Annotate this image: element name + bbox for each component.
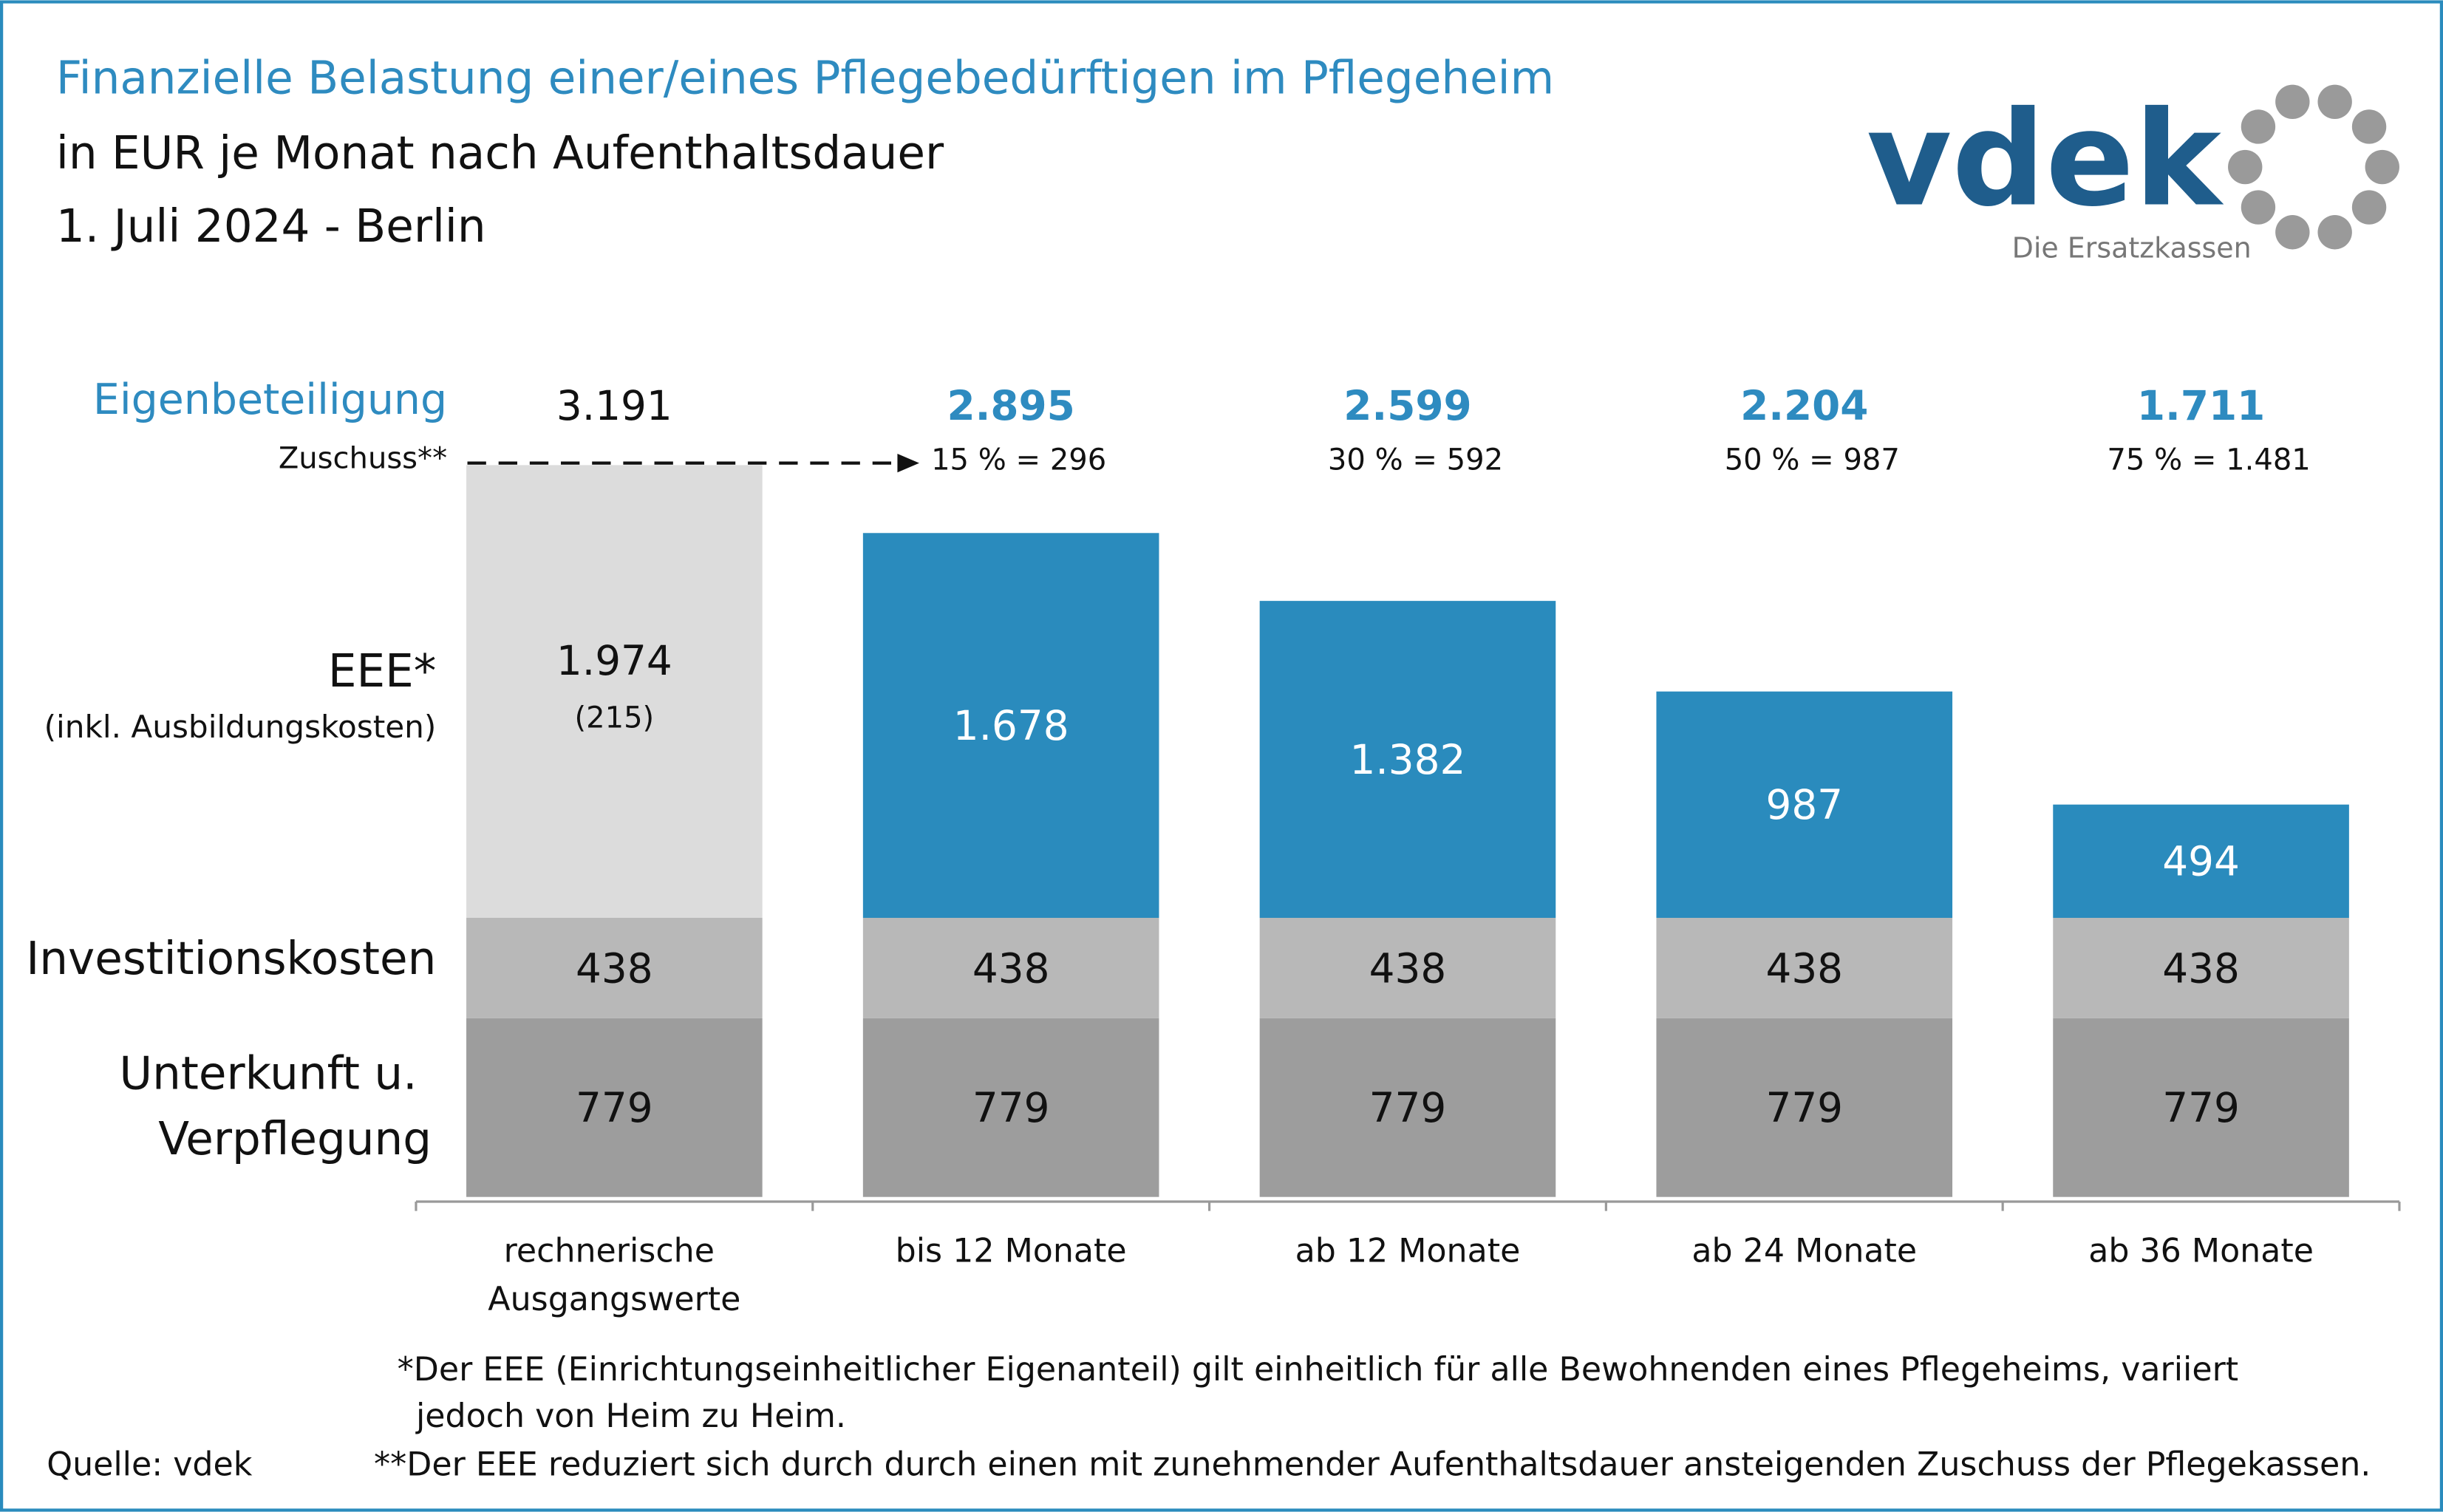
bar-segment <box>2053 804 2349 919</box>
zuschuss-value: 50 % = 987 <box>1725 443 1900 477</box>
total-label: 3.191 <box>556 382 672 429</box>
total-label: 2.895 <box>947 382 1074 429</box>
value-label: 779 <box>972 1084 1050 1131</box>
total-label: 2.599 <box>1343 382 1471 429</box>
x-tick-label: ab 24 Monate <box>1691 1233 1917 1270</box>
zuschuss-value: 15 % = 296 <box>931 443 1106 477</box>
bar-segment <box>466 918 763 1018</box>
value-label: 438 <box>1765 944 1843 992</box>
total-label: 2.204 <box>1740 382 1868 429</box>
chart-subtitle: in EUR je Monat nach Aufenthaltsdauer <box>56 127 944 180</box>
value-label: 1.974 <box>556 637 672 684</box>
bar-segment <box>1656 691 1953 919</box>
chart-date: 1. Juli 2024 - Berlin <box>56 200 486 253</box>
logo-dot <box>2241 190 2276 225</box>
legend-label: Investitionskosten <box>26 933 436 985</box>
value-label: 438 <box>1369 944 1447 992</box>
source: Quelle: vdek <box>47 1445 252 1483</box>
logo-dot <box>2351 109 2387 144</box>
bar-segment <box>1259 1018 1556 1197</box>
bar-segment <box>466 1018 763 1197</box>
zuschuss-value: 75 % = 1.481 <box>2107 443 2310 477</box>
logo-dot <box>2228 149 2263 185</box>
bar-segment <box>862 918 1159 1018</box>
value-label: 779 <box>2162 1084 2240 1131</box>
logo: vdek <box>1867 83 2224 235</box>
bar-segment <box>862 533 1159 919</box>
bar-segment <box>1259 918 1556 1018</box>
value-label: 438 <box>576 944 653 992</box>
bar-segment <box>2053 1018 2349 1197</box>
bar-segment <box>2053 918 2349 1018</box>
legend-label: EEE* <box>328 645 436 698</box>
bar-segment <box>1656 918 1953 1018</box>
footnote: *Der EEE (Einrichtungseinheitlicher Eige… <box>398 1351 2238 1389</box>
logo-dot <box>2317 84 2352 119</box>
arrow-head <box>897 453 919 473</box>
bar-segment <box>466 465 763 919</box>
totals-label: Eigenbeteiligung <box>93 375 447 424</box>
bar-segment <box>1656 1018 1953 1197</box>
x-tick-label: rechnerische Ausgangswerte <box>488 1233 740 1318</box>
value-label: 438 <box>972 944 1050 992</box>
logo-dot <box>2317 215 2352 250</box>
chart-title: Finanzielle Belastung einer/eines Pflege… <box>56 52 1554 105</box>
logo-ring <box>2228 84 2399 250</box>
x-tick-label: ab 12 Monate <box>1295 1233 1521 1270</box>
value-label: 987 <box>1765 781 1843 828</box>
zuschuss-value: 30 % = 592 <box>1328 443 1503 477</box>
logo-dot <box>2365 149 2399 185</box>
x-tick-label: bis 12 Monate <box>896 1233 1127 1270</box>
x-tick-label: ab 36 Monate <box>2088 1233 2314 1270</box>
value-note: (215) <box>575 701 655 735</box>
value-label: 494 <box>2162 838 2240 885</box>
logo-tagline: Die Ersatzkassen <box>2012 231 2252 264</box>
legend-label: Unterkunft u. Verpflegung <box>119 1047 432 1165</box>
logo-dot <box>2275 215 2310 250</box>
value-label: 779 <box>1369 1084 1447 1131</box>
zuschuss-label: Zuschuss** <box>279 441 447 475</box>
legend-note: (inkl. Ausbildungskosten) <box>44 709 437 745</box>
footnote: jedoch von Heim zu Heim. <box>415 1397 846 1435</box>
value-label: 1.382 <box>1350 736 1466 783</box>
value-label: 1.678 <box>953 702 1069 749</box>
total-label: 1.711 <box>2137 382 2265 429</box>
logo-dot <box>2351 190 2387 225</box>
logo-dot <box>2275 84 2310 119</box>
footnote: **Der EEE reduziert sich durch durch ein… <box>374 1445 2371 1483</box>
value-label: 779 <box>576 1084 653 1131</box>
bar-segment <box>862 1018 1159 1197</box>
value-label: 779 <box>1765 1084 1843 1131</box>
bar-segment <box>1259 601 1556 919</box>
value-label: 438 <box>2162 944 2240 992</box>
logo-dot <box>2241 109 2276 144</box>
